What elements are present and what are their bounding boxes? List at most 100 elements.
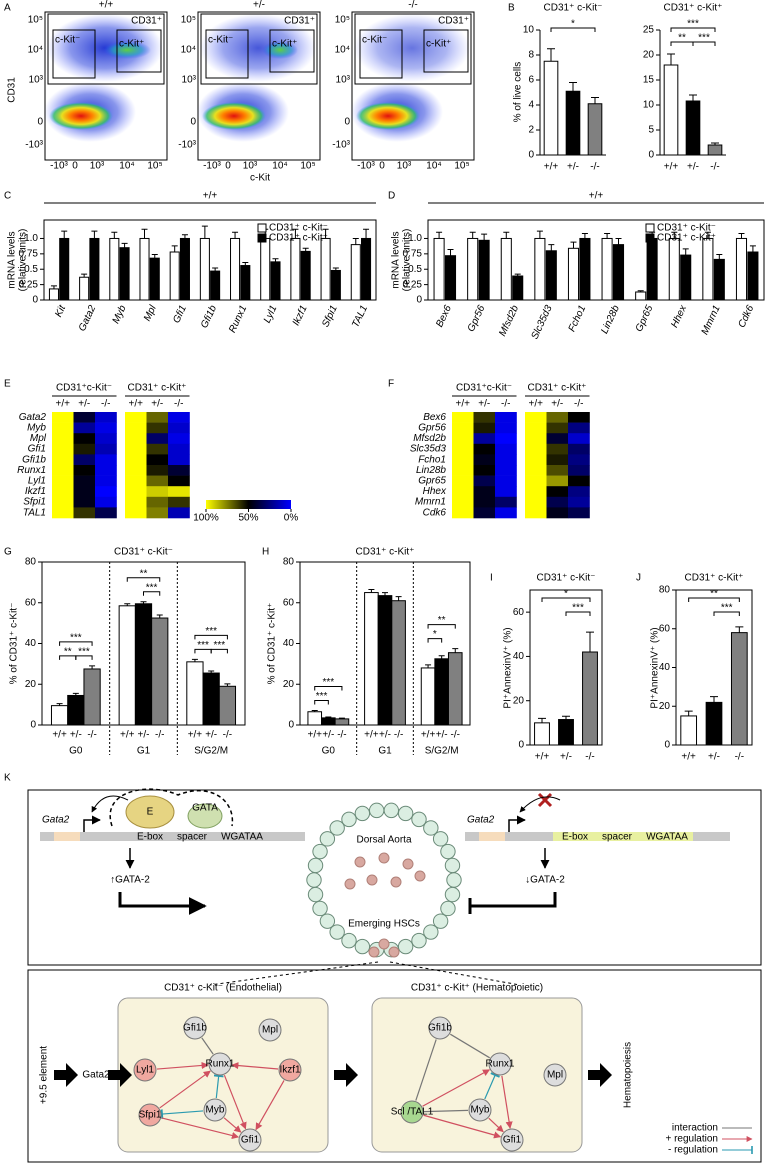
endothelial-cell bbox=[423, 924, 439, 940]
heat-cell bbox=[452, 496, 474, 508]
significance-label: *** bbox=[316, 691, 328, 702]
y-tick-label: 0 bbox=[648, 150, 654, 161]
heat-cell bbox=[495, 443, 517, 455]
heat-cell bbox=[95, 465, 117, 476]
heat-cell bbox=[495, 433, 517, 445]
heat-cell bbox=[473, 422, 496, 434]
y-tick-label: 20 bbox=[659, 701, 671, 712]
endothelial-cell bbox=[440, 900, 456, 917]
level-label: ↑GATA-2 bbox=[110, 875, 150, 886]
column-label: -/- bbox=[574, 399, 583, 410]
bar bbox=[646, 237, 658, 301]
x-tick-label: Gfi1b bbox=[199, 303, 219, 330]
heat-cell bbox=[95, 422, 117, 434]
bar bbox=[534, 237, 546, 301]
network-node bbox=[278, 1058, 302, 1082]
node-label: Gfi1b bbox=[428, 1023, 452, 1034]
y-tick-label: 0 bbox=[344, 117, 350, 128]
heat-cell bbox=[452, 422, 474, 434]
bar bbox=[500, 237, 512, 301]
panel-letter: A bbox=[4, 3, 11, 14]
dna bbox=[40, 832, 305, 841]
endothelial-cell bbox=[440, 843, 456, 860]
bar bbox=[447, 652, 463, 726]
x-tick-label: 10⁵ bbox=[147, 161, 162, 172]
significance-label: *** bbox=[698, 33, 710, 44]
row-label: Fcho1 bbox=[418, 454, 446, 465]
hsc bbox=[388, 946, 400, 958]
endothelial-cell bbox=[444, 857, 461, 874]
x-tick-label: Mfsd2b bbox=[497, 303, 521, 338]
significance-label: *** bbox=[687, 19, 699, 30]
gate bbox=[269, 29, 315, 73]
bar bbox=[433, 237, 445, 301]
dashed-link bbox=[209, 961, 521, 986]
panel-letter: B bbox=[508, 3, 515, 14]
x-tick-label: +/- bbox=[560, 752, 572, 763]
output-label: Hematopoiesis bbox=[623, 1042, 634, 1108]
chart-title: CD31⁺ c-Kit⁻ bbox=[537, 573, 596, 584]
significance-label: * bbox=[564, 589, 568, 600]
significance-bracket bbox=[59, 641, 93, 646]
gate bbox=[116, 29, 162, 73]
plot-title: +/- bbox=[253, 0, 265, 11]
y-tick-label: -10³ bbox=[178, 140, 196, 151]
network-edge bbox=[231, 1061, 279, 1070]
bar bbox=[543, 60, 559, 156]
column-label: +/+ bbox=[56, 399, 71, 410]
x-tick-label: +/- bbox=[379, 730, 391, 741]
row-label: Gfi1b bbox=[22, 454, 46, 465]
heat-cell bbox=[73, 496, 96, 508]
x-tick-label: Cdk6 bbox=[736, 303, 756, 329]
gate bbox=[423, 29, 469, 73]
x-tick-label: -/- bbox=[735, 752, 744, 763]
heat-cell bbox=[52, 412, 74, 423]
node-label: Scl /TAL1 bbox=[391, 1107, 434, 1118]
x-tick-label: 10⁴ bbox=[426, 161, 441, 172]
column-label: +/+ bbox=[129, 399, 144, 410]
heat-cell bbox=[525, 486, 547, 498]
column-label: +/- bbox=[551, 399, 563, 410]
group-label: G1 bbox=[378, 746, 392, 757]
hsc bbox=[378, 852, 390, 864]
hsc bbox=[414, 870, 426, 882]
x-tick-label: -/- bbox=[155, 730, 164, 741]
error-bar bbox=[56, 703, 63, 706]
hsc bbox=[354, 856, 366, 868]
heat-cell bbox=[146, 465, 169, 476]
error-bar bbox=[481, 233, 488, 241]
x-tick-label: 10⁴ bbox=[272, 161, 287, 172]
network-title: CD31⁺ c-Kit⁺ (Hematopoietic) bbox=[411, 983, 543, 994]
network-node bbox=[208, 1052, 232, 1076]
activation-arrow bbox=[118, 892, 207, 915]
heat-cell bbox=[146, 486, 169, 498]
heat-cell bbox=[473, 496, 496, 508]
y-tick-label: 10⁴ bbox=[335, 45, 350, 56]
x-tick-label: +/- bbox=[70, 730, 82, 741]
bar bbox=[300, 250, 311, 301]
colorbar bbox=[206, 500, 291, 509]
error-bar bbox=[242, 261, 249, 266]
heat-cell bbox=[125, 433, 147, 445]
x-tick-label: -10³ bbox=[50, 161, 68, 172]
x-tick-label: +/+ bbox=[664, 162, 679, 173]
gene-name: Gata2 bbox=[467, 815, 495, 826]
error-bar bbox=[735, 626, 744, 633]
significance-label: *** bbox=[78, 647, 90, 658]
colorbar-label: 50% bbox=[238, 513, 258, 524]
error-bar bbox=[447, 249, 454, 256]
plot-frame bbox=[427, 219, 765, 301]
significance-bracket bbox=[126, 577, 161, 582]
group-label: CD31⁺c-Kit⁻ bbox=[56, 383, 112, 394]
network-node bbox=[183, 1016, 207, 1040]
row-label: Lin28b bbox=[416, 465, 446, 476]
row-label: Bex6 bbox=[423, 412, 446, 423]
motif-label: E-box bbox=[562, 832, 588, 843]
heat-cell bbox=[452, 486, 474, 498]
network-node bbox=[133, 1058, 157, 1082]
heat-cell bbox=[146, 454, 169, 466]
heat-cell bbox=[473, 454, 496, 466]
cell-hotspot bbox=[103, 41, 151, 59]
input-label: +9.5 element bbox=[39, 1046, 50, 1104]
heat-cell bbox=[146, 433, 169, 445]
